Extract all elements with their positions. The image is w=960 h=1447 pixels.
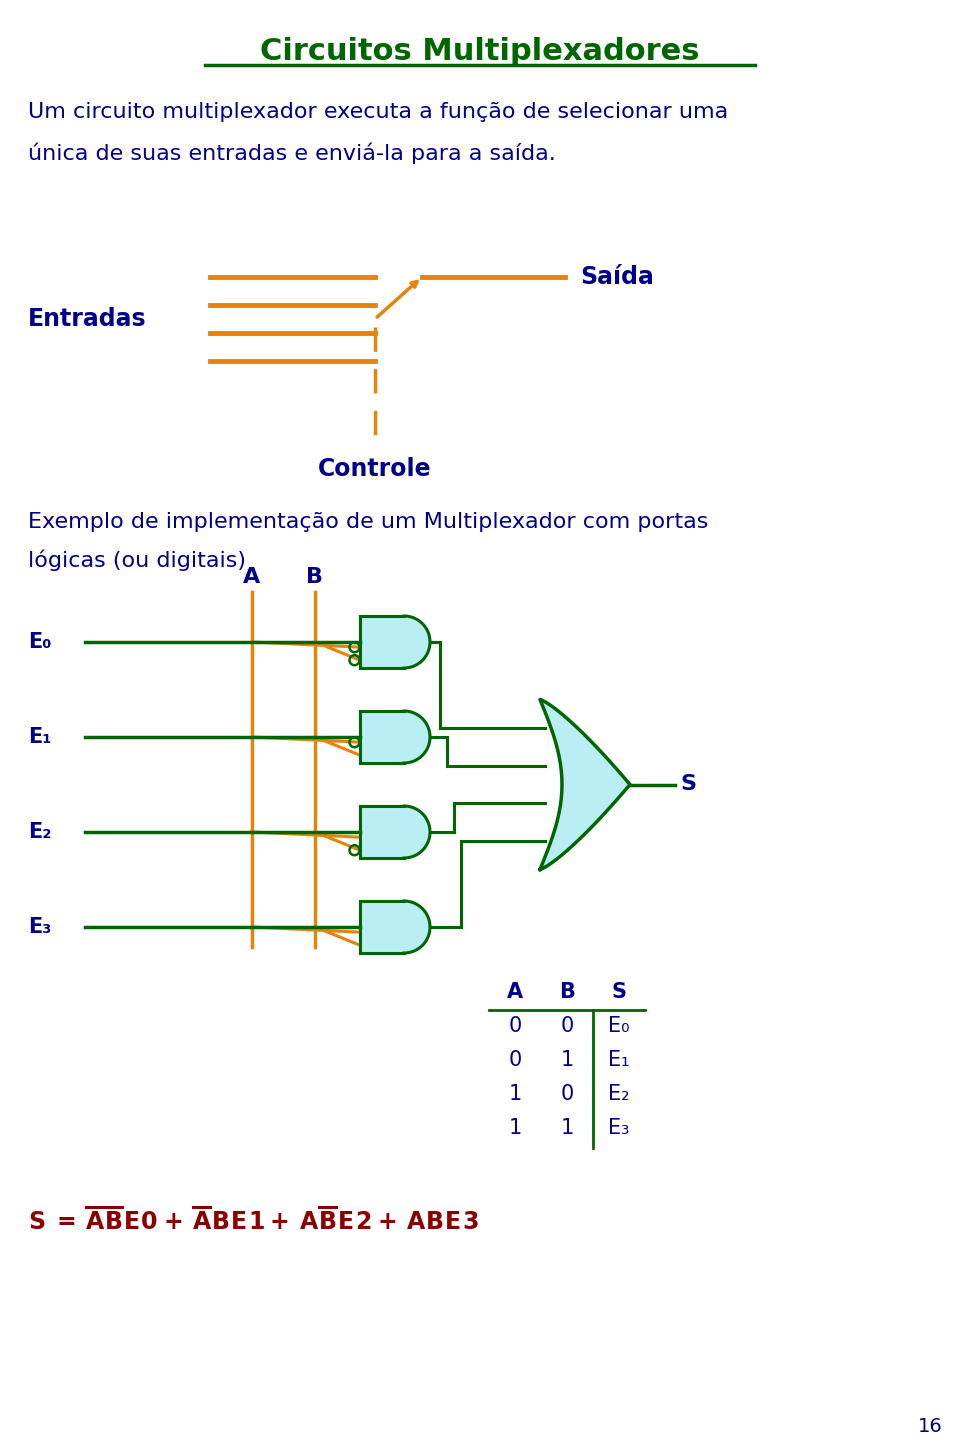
- Text: Controle: Controle: [318, 457, 432, 480]
- Text: +: +: [163, 1210, 182, 1234]
- Text: Saída: Saída: [580, 265, 654, 289]
- Text: E₃: E₃: [28, 917, 52, 938]
- Text: lógicas (ou digitais): lógicas (ou digitais): [28, 550, 246, 572]
- Text: E₀: E₀: [28, 632, 52, 653]
- Text: S: S: [680, 774, 696, 794]
- Text: B: B: [105, 1210, 123, 1234]
- Text: E: E: [231, 1210, 247, 1234]
- Text: 3: 3: [462, 1210, 478, 1234]
- Text: Exemplo de implementação de um Multiplexador com portas: Exemplo de implementação de um Multiplex…: [28, 512, 708, 532]
- Text: =: =: [56, 1210, 76, 1234]
- Text: B: B: [319, 1210, 337, 1234]
- Text: E: E: [445, 1210, 461, 1234]
- Text: A: A: [300, 1210, 319, 1234]
- Text: E₂: E₂: [28, 822, 52, 842]
- Text: E₃: E₃: [609, 1119, 630, 1137]
- Bar: [360, 806, 404, 858]
- Text: E: E: [338, 1210, 354, 1234]
- Text: única de suas entradas e enviá-la para a saída.: única de suas entradas e enviá-la para a…: [28, 142, 556, 164]
- Text: E₁: E₁: [28, 726, 52, 747]
- Text: Um circuito multiplexador executa a função de selecionar uma: Um circuito multiplexador executa a funç…: [28, 101, 729, 122]
- Text: A: A: [86, 1210, 105, 1234]
- Text: +: +: [270, 1210, 290, 1234]
- Text: 0: 0: [141, 1210, 157, 1234]
- Text: 0: 0: [561, 1016, 574, 1036]
- Text: Entradas: Entradas: [28, 307, 147, 331]
- Text: 0: 0: [509, 1016, 521, 1036]
- Text: A: A: [407, 1210, 425, 1234]
- Polygon shape: [404, 806, 430, 858]
- Bar: [360, 710, 404, 763]
- Text: 1: 1: [561, 1051, 574, 1069]
- Text: B: B: [212, 1210, 230, 1234]
- Text: E: E: [124, 1210, 140, 1234]
- Text: 1: 1: [509, 1084, 521, 1104]
- Polygon shape: [404, 901, 430, 954]
- Text: A: A: [244, 567, 260, 587]
- Text: E₂: E₂: [609, 1084, 630, 1104]
- Text: 1: 1: [509, 1119, 521, 1137]
- Text: B: B: [426, 1210, 444, 1234]
- Text: A: A: [507, 983, 523, 1001]
- Text: +: +: [377, 1210, 396, 1234]
- Text: A: A: [193, 1210, 211, 1234]
- Text: 0: 0: [509, 1051, 521, 1069]
- Text: 2: 2: [355, 1210, 372, 1234]
- Text: S: S: [28, 1210, 45, 1234]
- Text: 1: 1: [561, 1119, 574, 1137]
- Polygon shape: [404, 616, 430, 669]
- Text: 0: 0: [561, 1084, 574, 1104]
- Text: B: B: [306, 567, 324, 587]
- Polygon shape: [540, 699, 630, 870]
- Text: B: B: [559, 983, 575, 1001]
- Text: 1: 1: [248, 1210, 264, 1234]
- Polygon shape: [404, 710, 430, 763]
- Text: E₁: E₁: [609, 1051, 630, 1069]
- Bar: [360, 616, 404, 669]
- Bar: [360, 901, 404, 954]
- Text: 16: 16: [918, 1418, 943, 1437]
- Text: Circuitos Multiplexadores: Circuitos Multiplexadores: [260, 38, 700, 67]
- Text: E₀: E₀: [609, 1016, 630, 1036]
- Text: S: S: [612, 983, 627, 1001]
